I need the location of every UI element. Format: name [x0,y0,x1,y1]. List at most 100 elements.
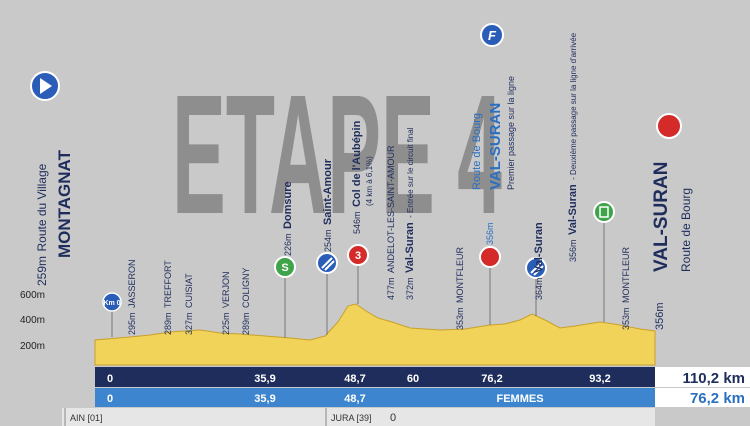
line-icon [479,246,501,268]
label-part: - Deuxième passage sur la ligne d'arrivé… [569,32,578,179]
label-part: MONTFLEUR [621,247,631,304]
place-label: VAL-SURAN [651,162,672,272]
department: AIN [01] [70,413,103,423]
label-part: Route de Bourg [679,188,693,272]
men-bar [95,367,655,387]
label-part: Domsure [282,181,294,229]
place-label: 356m [485,222,495,245]
women-label: FEMMES [496,393,543,405]
label-part: 295m [127,312,137,335]
altitude-tick: 400m [20,315,45,326]
label-part: - Entrée sur le circuit final [406,127,415,217]
label-part: Val-Suran [404,222,416,273]
place-label: 295m JASSERON [122,260,139,335]
place-label: 364m Val-Suran [529,222,546,300]
label-part: Col de l'Aubépin [351,120,363,207]
place-label: 477m ANDELOT-LES-SAINT-AMOUR [381,145,398,300]
label-part: ANDELOT-LES-SAINT-AMOUR [386,145,396,273]
label-part: TREFFORT [163,260,173,308]
label-part: Saint-Amour [322,158,334,225]
finish-marker-icon [480,23,504,47]
women-total-box [655,388,750,407]
label-part: COLIGNY [241,268,251,309]
women-total: 76,2 km [690,390,745,407]
label-part: 254m [323,229,333,252]
icon-label: Km 0 [103,300,120,307]
men-km: 93,2 [589,373,610,385]
altitude-tick: 200m [20,341,45,352]
label-part: 356m [485,222,495,245]
women-km: 0 [107,393,113,405]
play-symbol [40,78,52,94]
men-total-box [655,367,750,387]
label-part: CUISIAT [184,273,194,308]
climb-icon [347,244,369,266]
place-label: 372m Val-Suran - Entrée sur le circuit f… [400,127,417,300]
label-part: Val-Suran [533,222,545,273]
place-label: (4 km à 6,1%) [365,156,374,206]
label-part: VAL-SURAN [487,103,504,190]
place-label: 226m Domsure [278,181,295,256]
label-part: Route du Village [35,163,49,251]
place-label: VAL-SURAN [487,103,504,190]
women-km: 35,9 [254,393,275,405]
label-part: VAL-SURAN [651,162,672,272]
label-part: 226m [283,233,293,256]
women-km: 48,7 [344,393,365,405]
label-part: 372m [405,277,415,300]
label-part: 259m [35,256,49,286]
label-part: 353m [621,307,631,330]
stems [111,221,605,338]
label-part: 477m [386,277,396,300]
place-label: 225m VERJON [216,272,233,335]
elevation-profile [94,303,656,366]
place-label: 289m TREFFORT [158,260,175,335]
place-label: 289m COLIGNY [236,268,253,335]
label-part: 546m [352,211,362,234]
place-label: 353m MONTFLEUR [616,247,633,330]
men-km: 48,7 [344,373,365,385]
label-part: 353m [455,307,465,330]
label-part: 289m [241,312,251,335]
place-label: 356m [654,302,666,330]
altitude-tick: 600m [20,290,45,301]
men-km: 76,2 [481,373,502,385]
icon-label: 3 [355,250,361,262]
place-label: Premier passage sur la ligne [506,76,516,190]
icon-label: F [488,28,497,43]
women-bar [95,388,655,407]
label-part: 327m [184,312,194,335]
km0-icon [102,292,122,312]
men-km: 35,9 [254,373,275,385]
place-label: 259m Route du Village [33,163,50,286]
label-part: 364m [534,277,544,300]
label-part: JASSERON [127,260,137,309]
place-label: Route de Bourg [679,188,693,272]
place-label: MONTAGNAT [55,149,74,258]
label-part: (4 km à 6,1%) [365,156,374,206]
label-part: MONTAGNAT [55,149,74,258]
waste-zone-icon [593,201,615,223]
men-km: 60 [407,373,419,385]
men-km: 0 [107,373,113,385]
department-row [62,408,655,426]
department-km: 0 [390,412,396,424]
stage-title: ETAPE 4 [172,60,502,250]
place-label: 546m Col de l'Aubépin [347,120,364,234]
sprint-icon [274,256,296,278]
label-part: 356m [654,302,666,330]
label-part: 289m [163,312,173,335]
label-part: 356m [568,239,578,262]
finish-flag-icon [656,113,682,139]
bonus-symbol [530,262,544,276]
men-total: 110,2 km [682,370,745,387]
label-part: Route de Bourg [471,113,483,190]
label-part: MONTFLEUR [455,247,465,304]
icon-label: S [281,262,288,274]
label-part: VERJON [221,272,231,309]
place-label: 327m CUISIAT [179,273,196,335]
bin-symbol [599,206,609,218]
place-label: Route de Bourg [471,113,483,190]
label-part: 225m [221,312,231,335]
place-label: 254m Saint-Amour [318,158,335,252]
